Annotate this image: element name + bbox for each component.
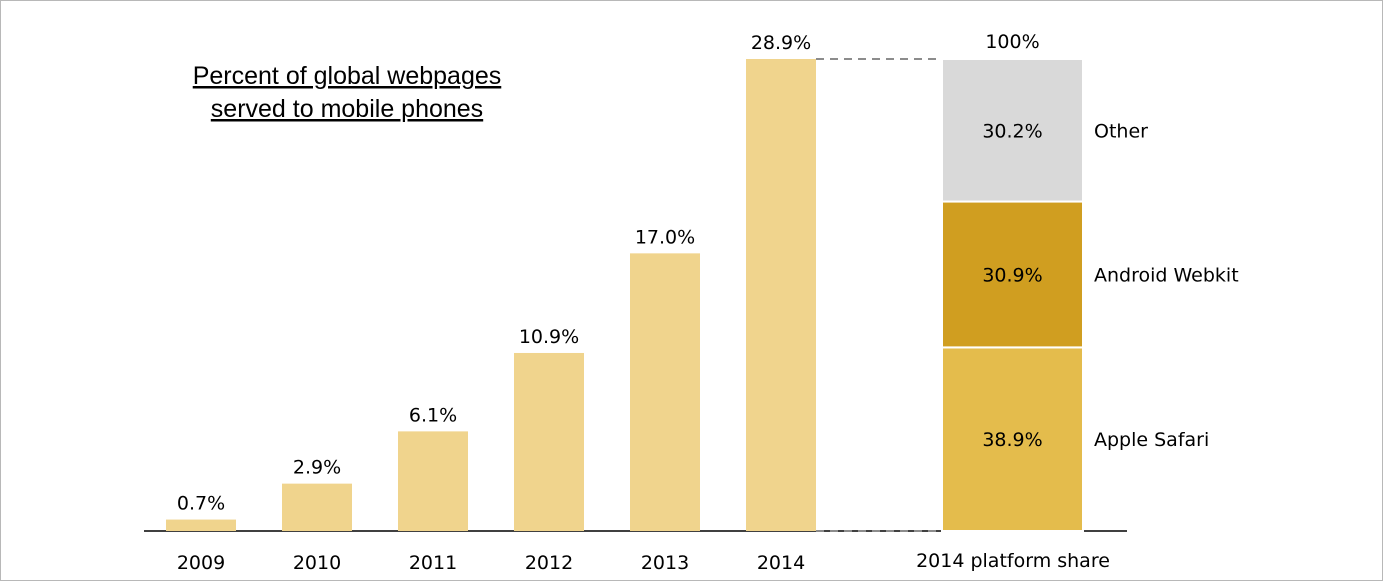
stack-segment-value-label: 30.2% (982, 120, 1042, 142)
chart-marks: 0.7% 2009 2.9% 2010 6.1% 2011 10.9% 2012 17.0% 20… (144, 31, 1239, 574)
bar-value-label: 6.1% (409, 404, 457, 426)
bar-2010 (282, 483, 352, 531)
stack-total-label: 100% (985, 31, 1039, 53)
x-tick-label: 2010 (293, 552, 341, 574)
x-tick-label: 2013 (641, 552, 689, 574)
bar-2011 (398, 431, 468, 531)
bar-value-label: 2.9% (293, 457, 341, 479)
chart-title-line-1: Percent of global webpages (193, 62, 502, 90)
stack-segment-value-label: 38.9% (982, 429, 1042, 451)
stack-segment-value-label: 30.9% (982, 264, 1042, 286)
x-tick-label: 2011 (409, 552, 457, 574)
bar-value-label: 17.0% (635, 226, 695, 248)
stack-category-label: 2014 platform share (916, 550, 1110, 572)
bar-2013 (630, 253, 700, 531)
bar-value-label: 10.9% (519, 326, 579, 348)
legend-label: Android Webkit (1094, 264, 1239, 286)
x-tick-label: 2014 (757, 552, 805, 574)
stack-segment-other (941, 58, 1084, 203)
bar-2009 (166, 519, 236, 531)
legend-label: Other (1094, 120, 1148, 142)
x-tick-label: 2009 (177, 552, 225, 574)
stack-segment-android-webkit (941, 200, 1084, 349)
bar-value-label: 28.9% (751, 32, 811, 54)
bar-value-label: 0.7% (177, 493, 225, 515)
x-tick-label: 2012 (525, 552, 573, 574)
stack-segment-apple-safari (941, 346, 1084, 532)
bar-2012 (514, 352, 584, 531)
bar-2014 (746, 59, 816, 531)
chart-title-line-2: served to mobile phones (211, 95, 483, 123)
legend-label: Apple Safari (1094, 429, 1209, 451)
